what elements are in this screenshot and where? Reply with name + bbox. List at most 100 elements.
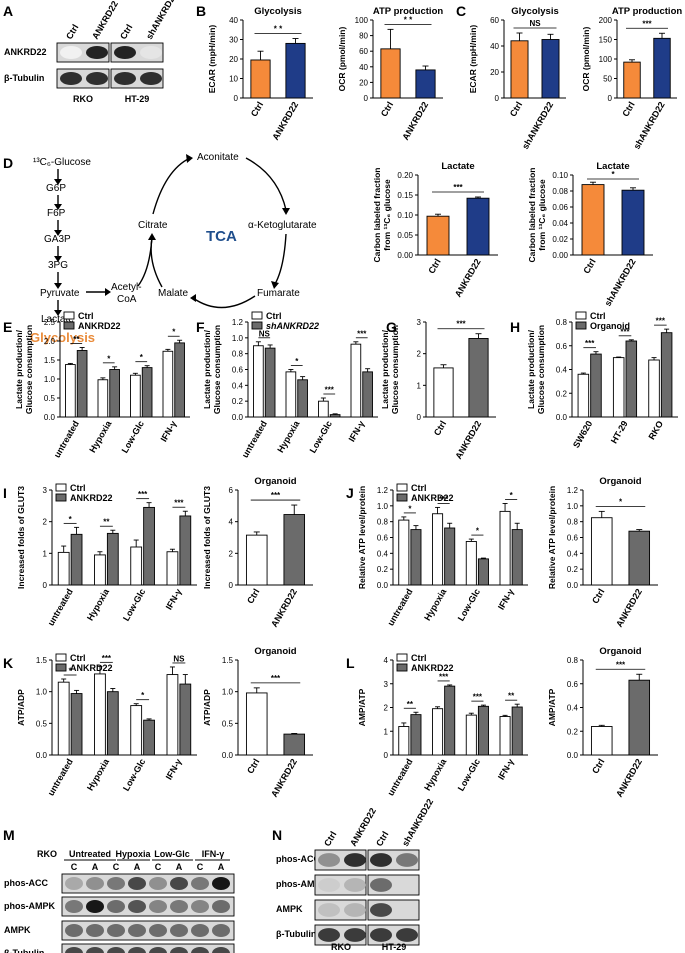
- row-label: phos-ACC: [276, 854, 320, 864]
- bar: [174, 342, 185, 418]
- y-tick-label: 1: [417, 381, 422, 390]
- band: [149, 946, 167, 953]
- y-axis-label-2: Glucose consumption: [536, 325, 546, 414]
- y-tick-label: 0: [384, 751, 389, 760]
- band: [318, 928, 340, 942]
- y-tick-label: 0: [608, 94, 613, 103]
- bar: [499, 510, 511, 586]
- band: [318, 853, 340, 867]
- category-label: Low-Glc: [121, 757, 147, 793]
- y-tick-label: 0.4: [567, 549, 579, 558]
- band: [107, 946, 125, 953]
- band: [191, 876, 209, 891]
- bar: [465, 714, 477, 756]
- chart-title: Organoid: [599, 476, 641, 487]
- bar: [250, 59, 271, 99]
- band: [370, 928, 392, 942]
- band: [212, 946, 230, 953]
- category-label: Ctrl: [590, 757, 606, 775]
- row-label: ANKRD22: [4, 47, 47, 57]
- y-tick-label: 0.6: [232, 366, 244, 375]
- legend-swatch: [55, 653, 67, 662]
- y-tick-label: 1.0: [232, 334, 244, 343]
- row-label: phos-AMPK: [276, 879, 327, 889]
- bar: [245, 534, 268, 586]
- group-label: HT-29: [125, 94, 150, 104]
- bar: [541, 39, 560, 99]
- pathway-arrows: [54, 154, 290, 316]
- category-label: ANKRD22: [614, 587, 644, 629]
- y-tick-label: 2: [384, 704, 389, 713]
- y-tick-label: 0.4: [556, 366, 568, 375]
- bar: [433, 367, 454, 418]
- lane-label: A: [134, 862, 141, 872]
- sig-label: NS: [259, 329, 271, 338]
- y-tick-label: 0.20: [397, 171, 413, 180]
- bar: [398, 519, 410, 586]
- category-label: Low-Glc: [121, 587, 147, 623]
- node-citrate: Citrate: [138, 220, 168, 231]
- category-label: Ctrl: [245, 757, 261, 775]
- band: [149, 899, 167, 914]
- bar: [57, 551, 70, 586]
- node-malate: Malate: [158, 288, 188, 299]
- bar: [130, 546, 143, 586]
- bar: [76, 350, 88, 418]
- bar: [380, 48, 401, 99]
- bar: [109, 369, 120, 418]
- y-tick-label: 150: [599, 36, 613, 45]
- sig-label: * *: [274, 25, 283, 34]
- panel-label-n: N: [272, 827, 282, 843]
- y-tick-label: 0.8: [567, 518, 579, 527]
- bar: [70, 533, 83, 586]
- bar: [143, 719, 155, 756]
- category-label: Low-Glc: [456, 757, 482, 793]
- bar: [283, 733, 306, 756]
- y-tick-label: 0.2: [567, 727, 579, 736]
- legend-label: ANKRD22: [78, 321, 121, 331]
- bar: [329, 414, 341, 418]
- y-axis-label: AMP/ATP: [357, 688, 367, 726]
- legend-label: ANKRD22: [70, 663, 113, 673]
- category-label: untreated: [385, 757, 414, 798]
- bar: [264, 347, 276, 418]
- bar: [590, 353, 602, 418]
- arc-aconitate-akg: [245, 157, 287, 211]
- head-citrate: [148, 233, 156, 240]
- bar: [283, 514, 306, 586]
- bar: [477, 705, 489, 756]
- glycolysis-label: Glycolysis: [30, 330, 95, 345]
- legend-swatch: [396, 483, 408, 492]
- y-tick-label: 1.2: [232, 318, 244, 327]
- tca-label: TCA: [206, 228, 237, 245]
- y-tick-label: 1.0: [377, 502, 389, 511]
- y-axis-label-2: Glucose consumption: [390, 325, 400, 414]
- sig-label: ***: [174, 499, 184, 508]
- y-tick-label: 1.2: [567, 486, 579, 495]
- band: [114, 45, 136, 60]
- category-label: ANKRD22: [453, 419, 483, 461]
- band: [86, 923, 104, 938]
- bar: [444, 685, 456, 756]
- chart-title: Glycolysis: [254, 6, 302, 17]
- legend-swatch: [55, 483, 67, 492]
- panel-label-g: G: [386, 319, 397, 335]
- head-pyruvate: [54, 283, 62, 289]
- band: [318, 903, 340, 917]
- y-tick-label: 6: [229, 486, 234, 495]
- category-label: Hypoxia: [87, 418, 114, 454]
- y-axis-label-2: Glucose consumption: [24, 325, 34, 414]
- y-tick-label: 1: [384, 727, 389, 736]
- blot-strip: [61, 920, 235, 941]
- y-tick-label: 0: [43, 581, 48, 590]
- y-tick-label: 0.08: [552, 187, 568, 196]
- y-tick-label: 1.2: [377, 486, 389, 495]
- category-label: ANKRD22: [453, 257, 483, 299]
- lane-label: A: [176, 862, 183, 872]
- y-tick-label: 0.05: [397, 231, 413, 240]
- node-glucose: ¹³C₆-Glucose: [33, 157, 91, 168]
- y-tick-label: 80: [359, 32, 368, 41]
- y-tick-label: 30: [229, 36, 238, 45]
- band: [86, 876, 104, 891]
- y-tick-label: 0.8: [377, 518, 389, 527]
